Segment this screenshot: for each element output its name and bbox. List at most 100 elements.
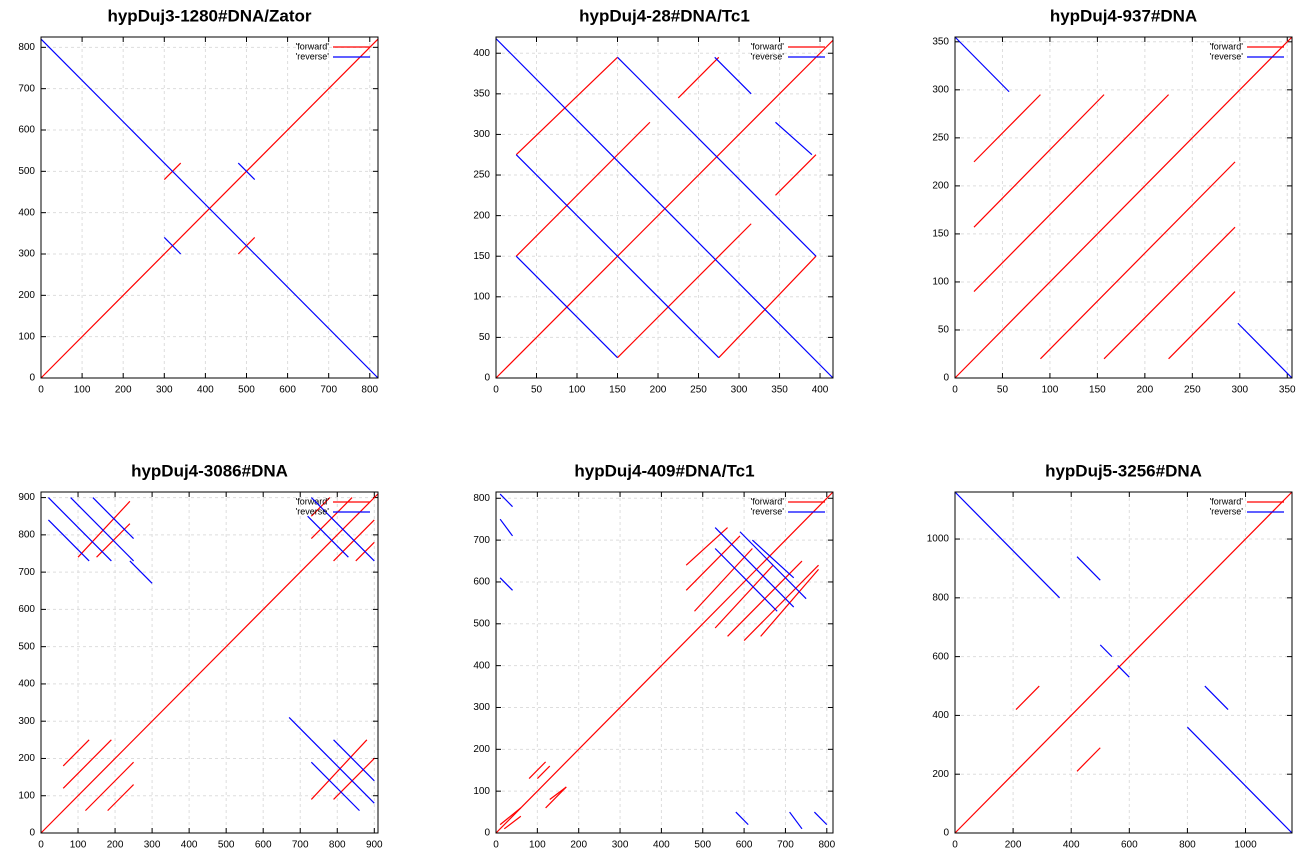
segment	[163, 237, 182, 255]
x-tick-label: 100	[529, 840, 546, 851]
y-tick-label: 200	[18, 753, 35, 764]
x-tick-label: 0	[493, 840, 499, 851]
segment	[1237, 322, 1293, 379]
segment	[62, 739, 112, 789]
y-tick-label: 300	[18, 716, 35, 727]
segment	[1117, 665, 1130, 678]
segment	[789, 811, 803, 830]
segment	[310, 739, 368, 800]
y-tick-label: 400	[18, 207, 35, 218]
y-tick-label: 600	[18, 604, 35, 615]
segment	[40, 38, 379, 379]
y-tick-label: 900	[18, 492, 35, 503]
y-tick-label: 0	[29, 828, 35, 839]
x-tick-label: 0	[952, 840, 958, 851]
x-tick-label: 300	[144, 840, 161, 851]
segment	[1099, 644, 1113, 658]
plot-frame	[495, 491, 834, 834]
segment	[714, 548, 778, 612]
y-tick-label: 350	[932, 36, 949, 47]
x-tick-label: 200	[1137, 385, 1154, 396]
segment	[685, 535, 741, 591]
x-tick-label: 300	[612, 840, 629, 851]
x-tick-label: 800	[818, 840, 835, 851]
x-tick-label: 0	[38, 385, 44, 396]
x-tick-label: 200	[1005, 840, 1022, 851]
legend-label: 'forward'	[1210, 496, 1244, 506]
segment	[85, 761, 135, 812]
y-tick-label: 500	[18, 166, 35, 177]
x-tick-label: 500	[238, 385, 255, 396]
chart-title: hypDuj4-409#DNA/Tc1	[574, 461, 754, 480]
x-tick-label: 600	[736, 840, 753, 851]
y-tick-label: 600	[18, 125, 35, 136]
segment	[954, 491, 1061, 599]
x-tick-label: 800	[1179, 840, 1196, 851]
x-tick-label: 400	[181, 840, 198, 851]
segment	[499, 807, 522, 826]
x-tick-label: 700	[292, 840, 309, 851]
segment	[237, 162, 256, 181]
segment	[1076, 747, 1101, 772]
segment	[107, 784, 135, 812]
x-tick-label: 700	[777, 840, 794, 851]
segment	[718, 255, 817, 359]
x-tick-label: 900	[366, 840, 383, 851]
segment	[1168, 291, 1236, 360]
x-tick-label: 250	[690, 385, 707, 396]
y-tick-label: 500	[18, 641, 35, 652]
plot-frame	[954, 36, 1293, 379]
x-tick-label: 300	[731, 385, 748, 396]
y-tick-label: 300	[932, 84, 949, 95]
x-tick-label: 600	[255, 840, 272, 851]
chart-title: hypDuj5-3256#DNA	[1045, 461, 1202, 480]
y-tick-label: 200	[473, 210, 490, 221]
x-tick-label: 0	[952, 385, 958, 396]
legend-label: 'forward'	[296, 41, 330, 51]
y-tick-label: 800	[932, 592, 949, 603]
legend-label: 'forward'	[296, 496, 330, 506]
x-tick-label: 100	[569, 385, 586, 396]
y-tick-label: 600	[473, 577, 490, 588]
segment	[775, 121, 813, 156]
segment	[333, 758, 375, 800]
x-tick-label: 100	[1042, 385, 1059, 396]
legend-label: 'forward'	[751, 496, 785, 506]
x-tick-label: 150	[1089, 385, 1106, 396]
segment	[495, 38, 834, 379]
segment	[677, 56, 720, 99]
segment	[954, 36, 1293, 379]
y-tick-label: 800	[473, 493, 490, 504]
segment	[1186, 726, 1293, 834]
y-tick-label: 800	[18, 42, 35, 53]
segment	[1076, 556, 1101, 581]
y-tick-label: 100	[932, 277, 949, 288]
y-tick-label: 100	[473, 786, 490, 797]
legend-label: 'reverse'	[296, 506, 330, 516]
x-tick-label: 800	[329, 840, 346, 851]
segment	[288, 717, 312, 741]
legend-label: 'reverse'	[1210, 506, 1244, 516]
segment	[751, 539, 795, 579]
x-tick-label: 400	[197, 385, 214, 396]
y-tick-label: 250	[932, 132, 949, 143]
y-tick-label: 350	[473, 88, 490, 99]
y-tick-label: 700	[18, 83, 35, 94]
y-tick-label: 0	[484, 373, 490, 384]
y-tick-label: 300	[473, 702, 490, 713]
x-tick-label: 500	[218, 840, 235, 851]
x-tick-label: 250	[1184, 385, 1201, 396]
x-tick-label: 200	[115, 385, 132, 396]
segment	[310, 761, 360, 812]
x-tick-label: 1000	[1234, 840, 1257, 851]
segment	[973, 94, 1105, 228]
segment	[813, 811, 828, 826]
plot-frame	[495, 36, 834, 379]
segment	[743, 564, 819, 641]
segment	[954, 491, 1293, 834]
x-tick-label: 800	[361, 385, 378, 396]
segment	[973, 94, 1170, 292]
segment	[495, 491, 834, 834]
x-tick-label: 100	[74, 385, 91, 396]
